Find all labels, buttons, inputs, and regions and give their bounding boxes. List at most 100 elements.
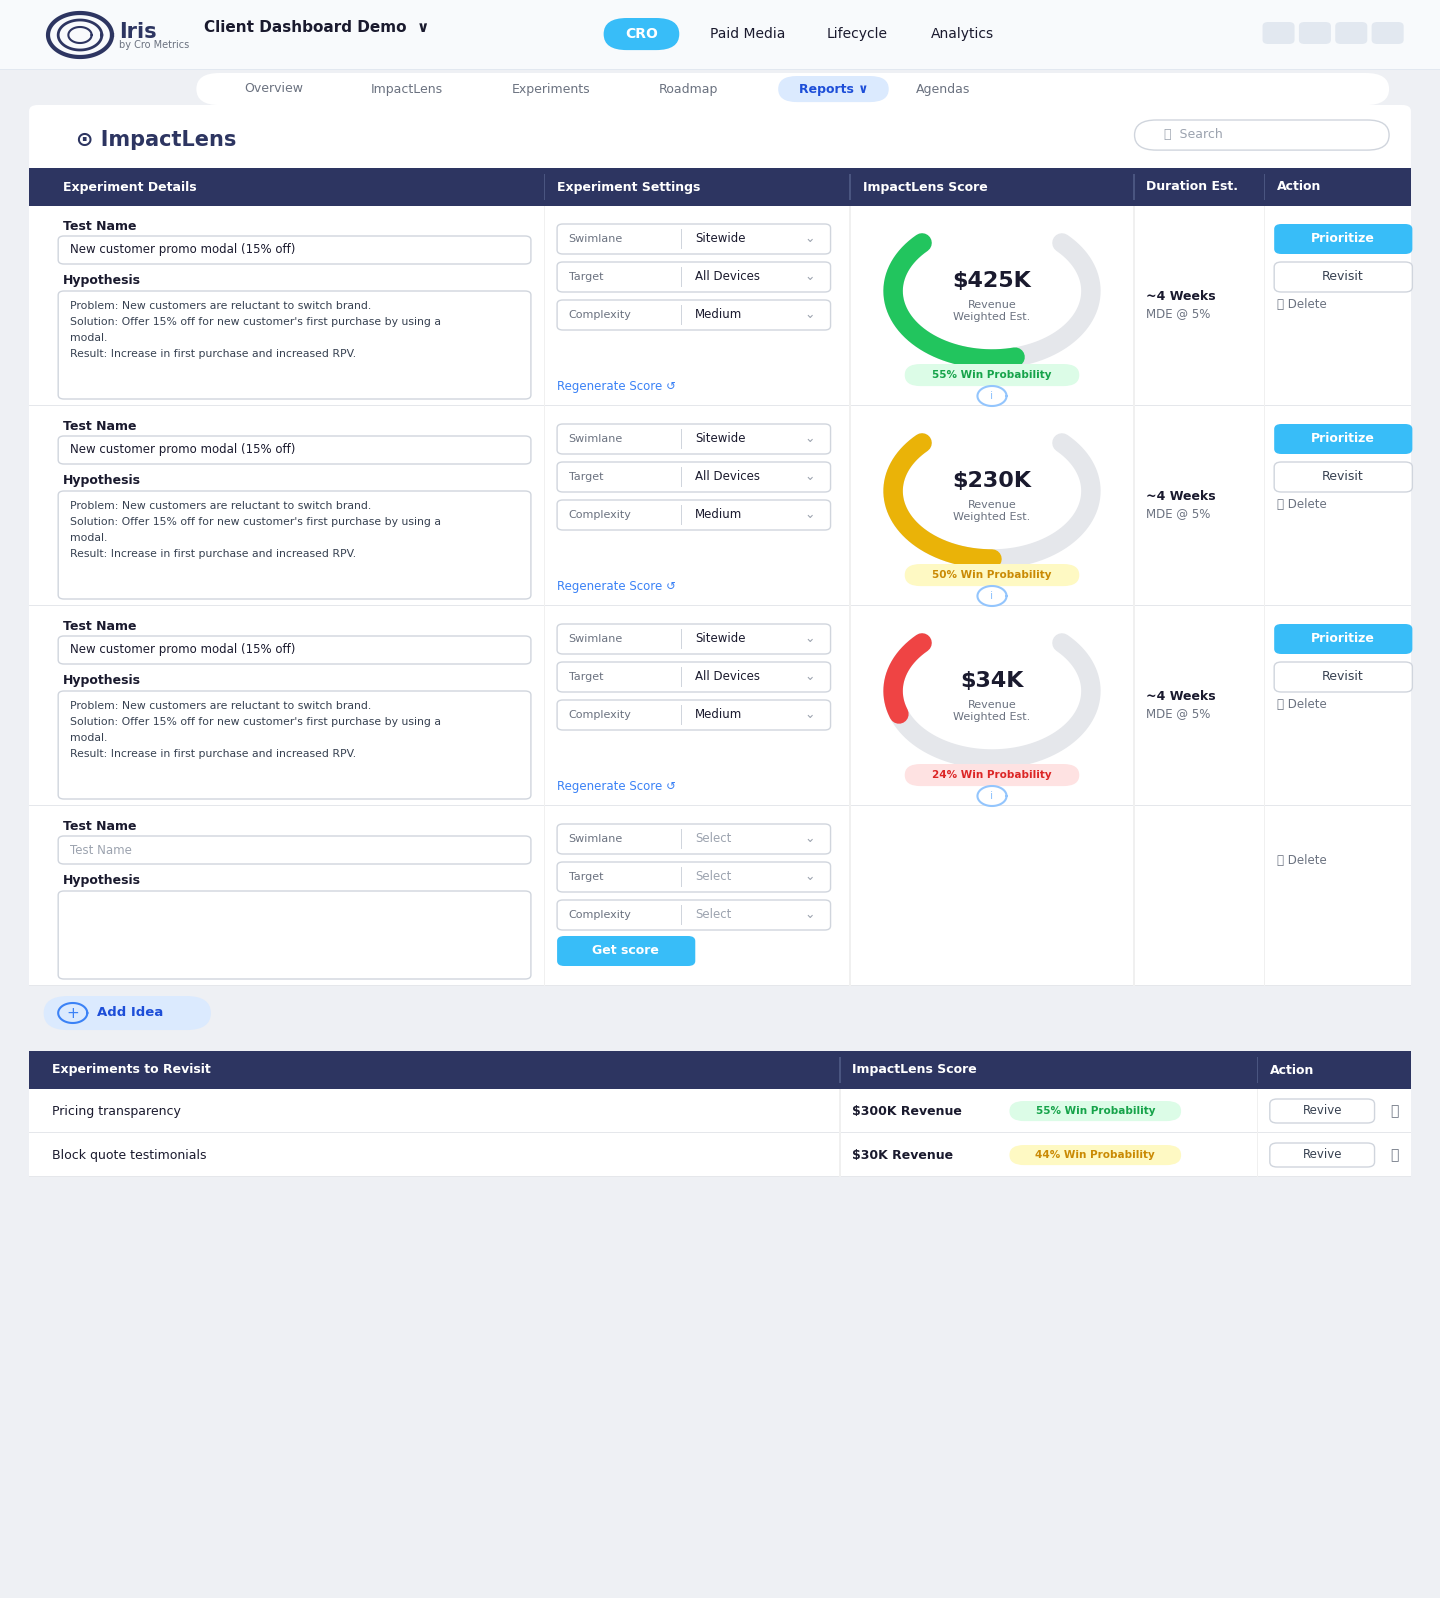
Text: MDE @ 5%: MDE @ 5% xyxy=(1146,307,1211,321)
Text: Regenerate Score ↺: Regenerate Score ↺ xyxy=(557,780,675,793)
Bar xyxy=(850,406,851,606)
Text: Select: Select xyxy=(696,871,732,884)
Bar xyxy=(681,305,683,324)
Text: $300K Revenue: $300K Revenue xyxy=(852,1104,962,1117)
Text: All Devices: All Devices xyxy=(696,270,760,283)
Bar xyxy=(681,705,683,725)
FancyBboxPatch shape xyxy=(1274,462,1413,492)
Text: Result: Increase in first purchase and increased RPV.: Result: Increase in first purchase and i… xyxy=(69,348,356,360)
Text: 55% Win Probability: 55% Win Probability xyxy=(932,371,1051,380)
FancyBboxPatch shape xyxy=(1274,662,1413,692)
Text: Hypothesis: Hypothesis xyxy=(62,475,141,487)
FancyBboxPatch shape xyxy=(904,364,1079,387)
Text: $230K: $230K xyxy=(952,471,1031,491)
FancyBboxPatch shape xyxy=(196,74,1390,105)
Bar xyxy=(840,1056,841,1083)
Text: Revenue: Revenue xyxy=(968,300,1017,310)
FancyBboxPatch shape xyxy=(1135,120,1390,150)
Bar xyxy=(681,229,683,249)
Text: Swimlane: Swimlane xyxy=(569,834,624,844)
Text: New customer promo modal (15% off): New customer promo modal (15% off) xyxy=(69,444,295,457)
Bar xyxy=(681,904,683,925)
Text: Target: Target xyxy=(569,873,603,882)
Text: ⌄: ⌄ xyxy=(805,871,815,884)
Text: Swimlane: Swimlane xyxy=(569,233,624,244)
Text: ⌄: ⌄ xyxy=(805,708,815,722)
Text: 🔍  Search: 🔍 Search xyxy=(1164,128,1223,142)
Text: Add Idea: Add Idea xyxy=(98,1007,164,1020)
Bar xyxy=(840,1133,841,1178)
Text: ⌄: ⌄ xyxy=(805,508,815,521)
Text: Revisit: Revisit xyxy=(1322,470,1364,484)
Text: Sitewide: Sitewide xyxy=(696,232,746,246)
Text: Target: Target xyxy=(569,673,603,682)
Text: Revisit: Revisit xyxy=(1322,270,1364,283)
Text: 🗑 Delete: 🗑 Delete xyxy=(1277,855,1326,868)
Text: ⌄: ⌄ xyxy=(805,671,815,684)
Bar xyxy=(681,505,683,526)
Bar xyxy=(681,630,683,649)
Text: ⌄: ⌄ xyxy=(805,270,815,283)
Text: Sitewide: Sitewide xyxy=(696,433,746,446)
Circle shape xyxy=(919,441,1064,542)
Bar xyxy=(681,829,683,849)
FancyBboxPatch shape xyxy=(557,224,831,254)
Text: 🗑 Delete: 🗑 Delete xyxy=(1277,297,1326,310)
FancyBboxPatch shape xyxy=(43,996,210,1031)
Circle shape xyxy=(919,241,1064,340)
Bar xyxy=(544,406,546,606)
Text: Complexity: Complexity xyxy=(569,310,632,320)
Bar xyxy=(1133,174,1135,200)
Text: 44% Win Probability: 44% Win Probability xyxy=(1035,1151,1155,1160)
Bar xyxy=(850,174,851,200)
Text: Complexity: Complexity xyxy=(569,710,632,721)
FancyBboxPatch shape xyxy=(557,623,831,654)
Text: by Cro Metrics: by Cro Metrics xyxy=(120,40,190,50)
Text: +: + xyxy=(66,1005,79,1021)
Text: 50% Win Probability: 50% Win Probability xyxy=(932,570,1051,580)
Text: Revenue: Revenue xyxy=(968,500,1017,510)
Bar xyxy=(0,70,1440,109)
FancyBboxPatch shape xyxy=(1335,22,1367,45)
Text: Problem: New customers are reluctant to switch brand.: Problem: New customers are reluctant to … xyxy=(69,300,372,312)
Bar xyxy=(29,168,1411,206)
Text: Iris: Iris xyxy=(120,22,157,42)
Text: Select: Select xyxy=(696,833,732,845)
FancyBboxPatch shape xyxy=(557,900,831,930)
Text: Medium: Medium xyxy=(696,308,743,321)
Text: 24% Win Probability: 24% Win Probability xyxy=(932,770,1051,780)
FancyBboxPatch shape xyxy=(1009,1101,1181,1122)
Text: ~4 Weeks: ~4 Weeks xyxy=(1146,689,1215,703)
Text: New customer promo modal (15% off): New customer promo modal (15% off) xyxy=(69,243,295,257)
FancyBboxPatch shape xyxy=(1270,1143,1375,1167)
FancyBboxPatch shape xyxy=(58,892,531,980)
Bar xyxy=(681,267,683,288)
Text: Test Name: Test Name xyxy=(62,221,135,233)
Bar xyxy=(681,868,683,887)
FancyBboxPatch shape xyxy=(557,500,831,531)
Text: Overview: Overview xyxy=(245,83,304,96)
Text: Roadmap: Roadmap xyxy=(660,83,719,96)
Text: Get score: Get score xyxy=(592,944,660,957)
Text: 55% Win Probability: 55% Win Probability xyxy=(1035,1106,1155,1115)
Text: Test Name: Test Name xyxy=(69,844,131,857)
FancyBboxPatch shape xyxy=(1274,262,1413,292)
Bar xyxy=(1257,1088,1259,1133)
Text: ~4 Weeks: ~4 Weeks xyxy=(1146,289,1215,302)
FancyBboxPatch shape xyxy=(1009,1146,1181,1165)
Bar xyxy=(29,406,1411,606)
Bar xyxy=(29,1051,1411,1088)
Text: Lifecycle: Lifecycle xyxy=(827,27,887,42)
Text: Problem: New customers are reluctant to switch brand.: Problem: New customers are reluctant to … xyxy=(69,502,372,511)
Text: Duration Est.: Duration Est. xyxy=(1146,181,1238,193)
FancyBboxPatch shape xyxy=(557,300,831,331)
FancyBboxPatch shape xyxy=(29,105,1411,940)
Text: Analytics: Analytics xyxy=(930,27,994,42)
FancyBboxPatch shape xyxy=(1274,423,1413,454)
Text: Result: Increase in first purchase and increased RPV.: Result: Increase in first purchase and i… xyxy=(69,550,356,559)
FancyBboxPatch shape xyxy=(58,436,531,463)
Text: Prioritize: Prioritize xyxy=(1310,433,1375,446)
Bar xyxy=(850,606,851,805)
FancyBboxPatch shape xyxy=(1372,22,1404,45)
Text: Sitewide: Sitewide xyxy=(696,633,746,646)
